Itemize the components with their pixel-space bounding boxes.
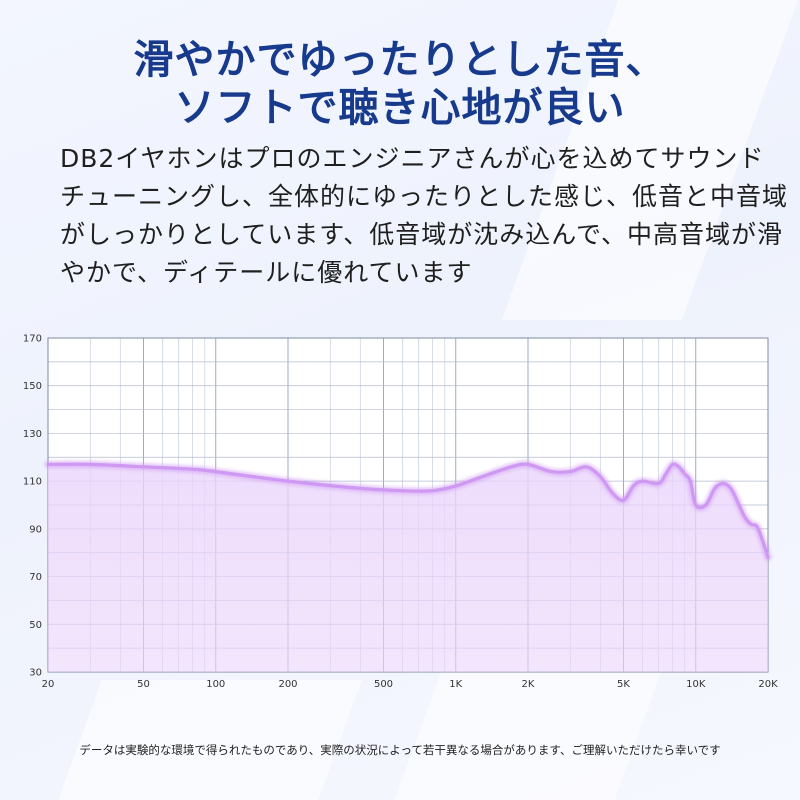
x-tick-label: 50 — [137, 679, 150, 690]
description-text: DB2イヤホンはプロのエンジニアさんが心を込めてサウンド チューニングし、全体的… — [60, 140, 789, 292]
x-tick-label: 500 — [374, 679, 393, 690]
x-tick-label: 20K — [758, 679, 778, 690]
response-area-fill — [48, 464, 768, 672]
headline-line-2: ソフトで聴き心地が良い — [174, 85, 626, 131]
response-curve — [46, 462, 770, 560]
description-line: やかで、ディテールに優れています — [60, 258, 473, 287]
x-tick-label: 100 — [206, 679, 225, 690]
x-tick-label: 2K — [522, 679, 535, 690]
headline-line-1: 滑やかでゆったりとした音、 — [133, 37, 667, 83]
description-line: DB2イヤホンはプロのエンジニアさんが心を込めてサウンド — [60, 144, 765, 173]
x-tick-label: 5K — [617, 679, 630, 690]
y-tick-label: 50 — [29, 620, 42, 631]
y-tick-label: 130 — [23, 429, 42, 440]
chart-area — [44, 460, 772, 672]
y-tick-label: 150 — [23, 381, 42, 392]
y-tick-label: 170 — [23, 334, 42, 345]
chart-ticks: 30 50 70 90 110 130 150 170 20 50 100 200 500 1K 2K 5K 1… — [23, 334, 778, 691]
description-line: チューニングし、全体的にゆったりとした感じ、低音と中音域 — [60, 182, 789, 211]
y-tick-label: 90 — [29, 524, 42, 535]
y-tick-label: 70 — [29, 572, 42, 583]
x-tick-label: 20 — [42, 679, 55, 690]
footnote: データは実験的な環境で得られたものであり、実際の状況によって若干異なる場合があり… — [79, 743, 721, 757]
x-tick-label: 10K — [686, 679, 706, 690]
x-tick-label: 200 — [278, 679, 297, 690]
frequency-response-chart: 30 50 70 90 110 130 150 170 20 50 100 200 500 1K 2K 5K 1… — [23, 334, 778, 691]
y-tick-label: 30 — [29, 668, 42, 679]
y-tick-label: 110 — [23, 477, 42, 488]
x-tick-label: 1K — [449, 679, 462, 690]
description-line: がしっかりとしています、低音域が沈み込んで、中高音域が滑 — [60, 220, 784, 249]
